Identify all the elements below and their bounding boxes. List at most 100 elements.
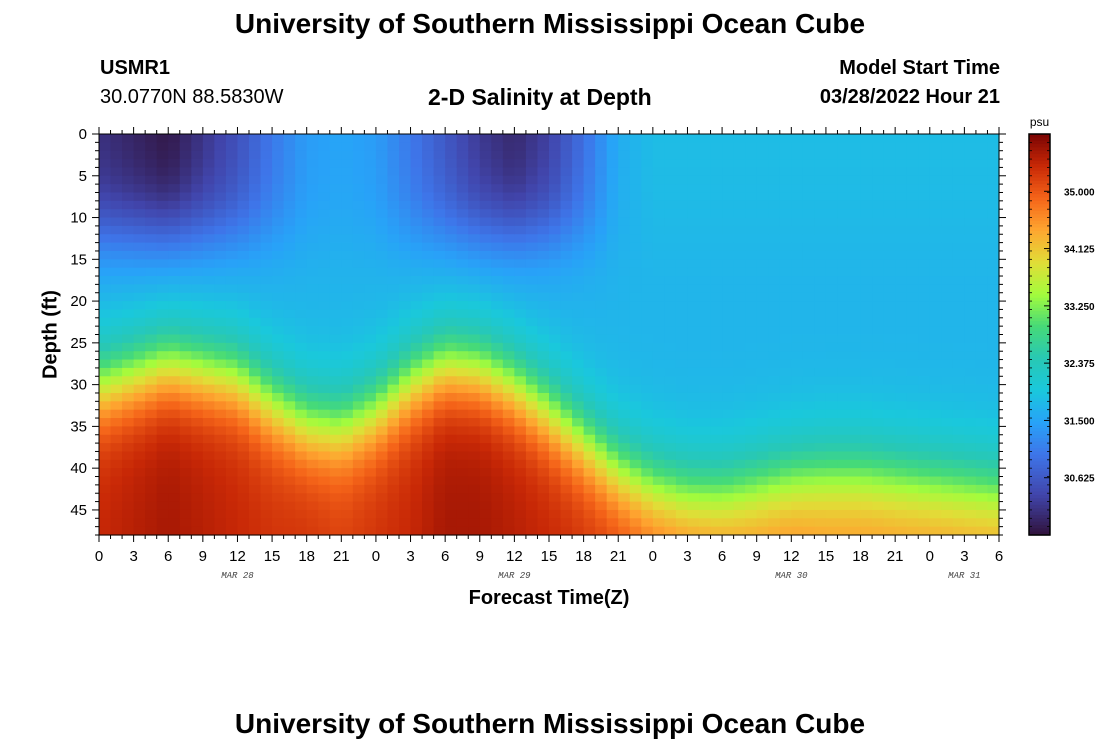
heatmap-cell <box>399 443 412 453</box>
heatmap-cell <box>733 434 746 444</box>
heatmap-cell <box>387 217 400 227</box>
heatmap-cell <box>514 526 527 536</box>
heatmap-cell <box>768 209 781 219</box>
heatmap-cell <box>225 526 239 536</box>
heatmap-cell <box>825 301 839 311</box>
heatmap-cell <box>964 184 977 194</box>
heatmap-cell <box>606 401 619 411</box>
heatmap-cell <box>502 409 515 419</box>
heatmap-cell <box>675 159 689 169</box>
heatmap-cell <box>675 192 689 202</box>
heatmap-cell <box>168 217 181 227</box>
heatmap-cell <box>560 484 573 494</box>
colorbar-segment <box>1029 364 1050 369</box>
heatmap-cell <box>352 526 365 536</box>
heatmap-cell <box>283 342 296 352</box>
heatmap-cell <box>895 418 908 427</box>
heatmap-cell <box>502 225 515 235</box>
heatmap-cell <box>491 476 504 486</box>
heatmap-cell <box>249 476 262 486</box>
heatmap-cell <box>791 200 804 210</box>
heatmap-cell <box>918 200 931 210</box>
heatmap-cell <box>272 459 285 469</box>
colorbar-segment <box>1029 224 1050 229</box>
heatmap-cell <box>295 443 308 453</box>
heatmap-cell <box>145 276 158 285</box>
x-tick-label: 15 <box>818 548 835 565</box>
heatmap-cell <box>318 384 331 394</box>
heatmap-cell <box>906 250 919 260</box>
heatmap-cell <box>952 401 965 411</box>
heatmap-cell <box>433 209 446 219</box>
heatmap-cell <box>837 384 850 394</box>
heatmap-cell <box>445 326 458 336</box>
heatmap-cell <box>525 200 539 210</box>
heatmap-cell <box>202 409 215 419</box>
heatmap-cell <box>445 418 458 427</box>
heatmap-cell <box>733 509 746 519</box>
heatmap-cell <box>710 434 723 444</box>
heatmap-cell <box>664 476 677 486</box>
heatmap-cell <box>237 367 250 377</box>
heatmap-cell <box>929 351 942 361</box>
heatmap-cell <box>410 150 423 160</box>
heatmap-cell <box>410 175 423 185</box>
heatmap-cell <box>491 501 504 511</box>
heatmap-cell <box>779 409 792 419</box>
colorbar-segment <box>1029 234 1050 239</box>
heatmap-cell <box>549 493 562 503</box>
heatmap-cell <box>422 301 435 311</box>
heatmap-cell <box>560 150 573 160</box>
heatmap-cell <box>202 159 215 169</box>
heatmap-cell <box>883 376 896 386</box>
heatmap-cell <box>652 276 665 285</box>
heatmap-cell <box>849 292 862 302</box>
heatmap-cell <box>318 159 331 169</box>
heatmap-cell <box>941 159 954 169</box>
heatmap-cell <box>110 267 123 277</box>
heatmap-cell <box>849 301 862 311</box>
heatmap-cell <box>364 217 377 227</box>
heatmap-cell <box>952 459 965 469</box>
heatmap-cell <box>110 392 123 402</box>
heatmap-cell <box>502 501 515 511</box>
heatmap-cell <box>145 434 158 444</box>
heatmap-cell <box>422 150 435 160</box>
heatmap-cell <box>710 509 723 519</box>
heatmap-cell <box>537 518 550 528</box>
heatmap-cell <box>237 451 250 461</box>
heatmap-cell <box>110 150 123 160</box>
heatmap-cell <box>664 434 677 444</box>
heatmap-cell <box>895 443 908 453</box>
heatmap-cell <box>918 451 931 461</box>
heatmap-cell <box>929 209 942 219</box>
heatmap-cell <box>491 184 504 194</box>
heatmap-cell <box>214 526 227 536</box>
heatmap-cell <box>168 409 181 419</box>
heatmap-cell <box>756 200 769 210</box>
heatmap-cell <box>456 326 469 336</box>
heatmap-cell <box>99 493 112 503</box>
heatmap-cell <box>652 409 665 419</box>
heatmap-cell <box>145 217 158 227</box>
heatmap-cell <box>249 518 262 528</box>
heatmap-cell <box>260 150 273 160</box>
heatmap-cell <box>237 267 250 277</box>
heatmap-cell <box>283 150 296 160</box>
heatmap-cell <box>572 376 585 386</box>
heatmap-cell <box>595 284 608 294</box>
heatmap-cell <box>699 418 712 427</box>
colorbar-segment <box>1029 454 1050 459</box>
heatmap-cell <box>872 276 885 285</box>
heatmap-cell <box>145 359 158 369</box>
heatmap-cell <box>110 209 123 219</box>
heatmap-cell <box>179 284 192 294</box>
heatmap-cell <box>849 376 862 386</box>
heatmap-cell <box>837 250 850 260</box>
heatmap-cell <box>641 200 654 210</box>
heatmap-cell <box>202 200 215 210</box>
heatmap-cell <box>225 142 239 152</box>
heatmap-cell <box>802 359 815 369</box>
heatmap-cell <box>329 409 342 419</box>
heatmap-cell <box>987 401 1000 411</box>
